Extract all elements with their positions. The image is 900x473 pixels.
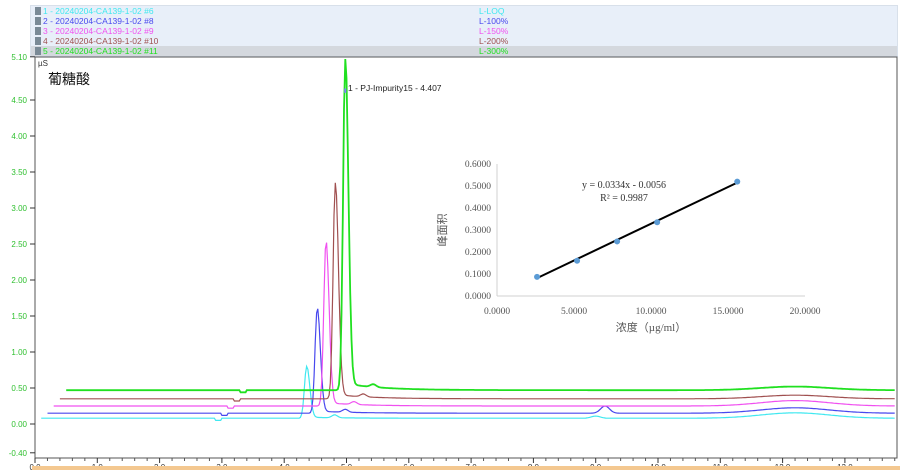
inset-x-tick-label: 5.0000 xyxy=(561,307,587,317)
inset-x-tick-label: 10.0000 xyxy=(636,307,667,317)
scrollbar[interactable] xyxy=(32,466,900,470)
chromatogram-icon xyxy=(35,27,41,35)
inset-y-tick-label: 0.4000 xyxy=(465,204,491,214)
chromatogram-trace xyxy=(66,58,895,394)
chromatogram-trace xyxy=(59,182,895,402)
legend-item[interactable]: 3 - 20240204-CA139-1-02 #9 L-150% xyxy=(31,26,897,36)
legend-name: 3 - 20240204-CA139-1-02 #9 xyxy=(43,26,154,36)
chromatogram-icon xyxy=(35,7,41,15)
legend-item[interactable]: 1 - 20240204-CA139-1-02 #6 L-LOQ xyxy=(31,6,897,16)
chromatogram-icon xyxy=(35,37,41,45)
y-tick-label: 4.50 xyxy=(11,96,27,105)
legend-panel: 1 - 20240204-CA139-1-02 #6 L-LOQ 2 - 20240… xyxy=(30,5,898,57)
inset-x-tick-label: 15.0000 xyxy=(713,307,744,317)
data-point xyxy=(734,178,741,185)
chromatogram-icon xyxy=(35,17,41,25)
inset-y-tick-label: 0.3000 xyxy=(465,226,491,236)
legend-item[interactable]: 5 - 20240204-CA139-1-02 #11 L-300% xyxy=(31,46,897,56)
legend-name: 4 - 20240204-CA139-1-02 #10 xyxy=(43,36,159,46)
chromatogram-trace xyxy=(41,364,895,421)
peak-label: 1 - PJ-Impurity15 - 4.407 xyxy=(348,83,442,93)
legend-name: 2 - 20240204-CA139-1-02 #8 xyxy=(43,16,154,26)
legend-item[interactable]: 4 - 20240204-CA139-1-02 #10 L-200% xyxy=(31,36,897,46)
plot-area xyxy=(34,56,898,459)
y-tick-label: 2.00 xyxy=(11,276,27,285)
chromatogram-icon xyxy=(35,47,41,55)
legend-label: L-150% xyxy=(479,26,509,36)
chart-title: 葡糖酸 xyxy=(48,71,90,87)
y-tick-label: 3.50 xyxy=(11,168,27,177)
inset-y-tick-label: 0.6000 xyxy=(465,160,491,170)
inset-y-label: 峰面积 xyxy=(436,214,449,247)
legend-name: 5 - 20240204-CA139-1-02 #11 xyxy=(43,46,158,56)
y-tick-label: 5.10 xyxy=(11,53,27,62)
data-point xyxy=(574,257,581,264)
y-tick-label: 3.00 xyxy=(11,204,27,213)
inset-y-tick-label: 0.2000 xyxy=(465,248,491,258)
y-tick-label: 1.50 xyxy=(11,312,27,321)
y-tick-label: 2.50 xyxy=(11,240,27,249)
trendline xyxy=(536,181,738,280)
y-tick-label: 1.00 xyxy=(11,348,27,357)
inset-y-tick-label: 0.1000 xyxy=(465,270,491,280)
data-point xyxy=(534,273,541,280)
legend-label: L-100% xyxy=(479,16,509,26)
y-axis-unit: µS xyxy=(38,59,48,68)
legend-label: L-200% xyxy=(479,36,509,46)
trendline-equation: y = 0.0334x - 0.0056 xyxy=(582,180,666,191)
data-point xyxy=(614,238,621,245)
legend-name: 1 - 20240204-CA139-1-02 #6 xyxy=(43,6,154,16)
y-tick-label: 0.00 xyxy=(11,420,27,429)
data-point xyxy=(654,219,661,226)
y-tick-label: 4.00 xyxy=(11,132,27,141)
inset-y-tick-label: 0.5000 xyxy=(465,182,491,192)
r-squared: R² = 0.9987 xyxy=(600,193,648,204)
legend-label: L-300% xyxy=(479,46,509,56)
y-tick-label: -0.40 xyxy=(9,449,28,458)
inset-y-tick-label: 0.0000 xyxy=(465,292,491,302)
chromatogram-trace xyxy=(47,308,895,416)
y-tick-label: 0.50 xyxy=(11,384,27,393)
chromatogram-trace xyxy=(53,242,895,409)
inset-x-tick-label: 20.0000 xyxy=(790,307,821,317)
inset-x-tick-label: 0.0000 xyxy=(484,307,510,317)
legend-item[interactable]: 2 - 20240204-CA139-1-02 #8 L-100% xyxy=(31,16,897,26)
inset-x-label: 浓度（µg/ml） xyxy=(616,320,687,334)
legend-label: L-LOQ xyxy=(479,6,505,16)
